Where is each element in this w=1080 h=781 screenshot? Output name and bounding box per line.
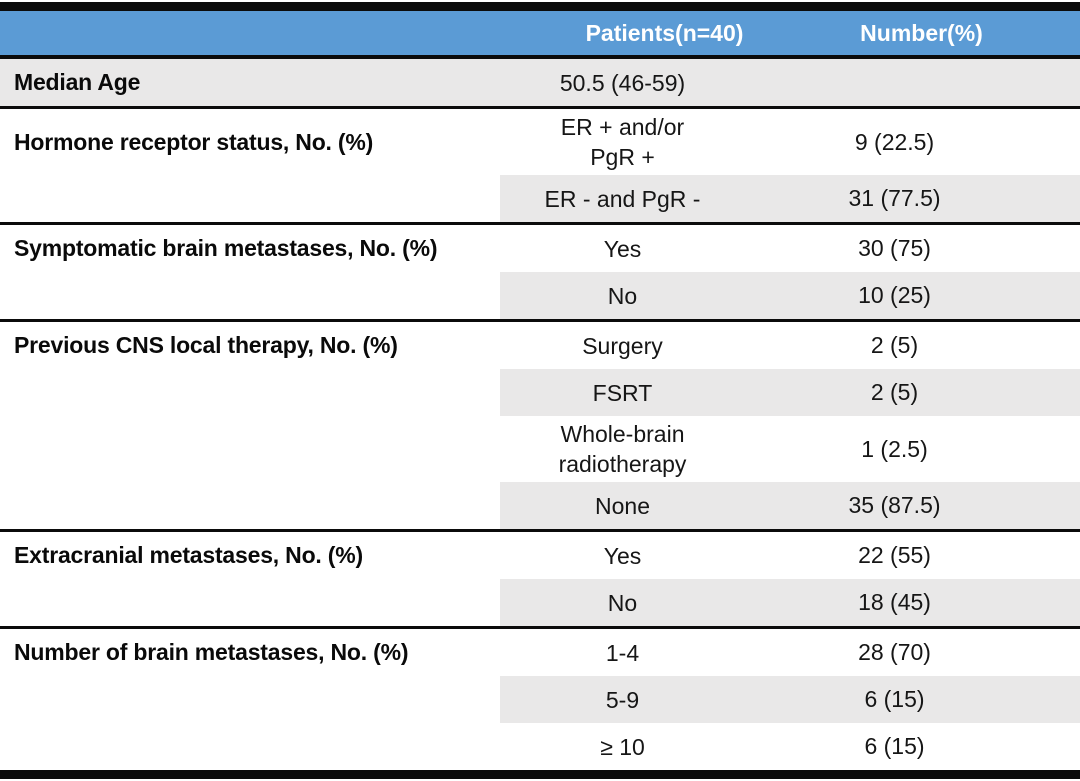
number-cell: 18 (45) [858,589,931,615]
table-row: Extracranial metastases, No. (%) Yes 22 (5… [0,532,1080,579]
patients-cell: Whole-brain radiotherapy [558,421,687,477]
patients-cell: ≥ 10 [600,733,645,760]
row-label-text: Symptomatic brain metastases, No. (%) [14,235,438,261]
table-row: Symptomatic brain metastases, No. (%) Yes… [0,225,1080,272]
table-row: ≥ 10 6 (15) [0,723,1080,770]
row-label-text: Number of brain metastases, No. (%) [14,639,409,665]
section-divider [0,626,1080,629]
table-row: Previous CNS local therapy, No. (%) Surge… [0,322,1080,369]
row-label-text: Extracranial metastases, No. (%) [14,542,363,568]
table-row: Number of brain metastases, No. (%) 1-4 28… [0,629,1080,676]
patients-cell: 50.5 (46-59) [559,69,686,96]
row-values: Yes 22 (55) [500,532,1080,579]
number-cell: 2 (5) [870,379,919,405]
row-values: FSRT 2 (5) [500,369,1080,416]
row-label: Median Age [0,59,500,106]
section-divider [0,222,1080,225]
number-cell: 9 (22.5) [854,128,935,155]
patients-cell: ER - and PgR - [544,185,701,212]
table-body: Median Age 50.5 (46-59) Hormone receptor s… [0,59,1080,770]
patients-cell: No [607,589,638,616]
bottom-rule [0,770,1080,779]
row-values: 50.5 (46-59) [500,59,1080,106]
header-rule [0,55,1080,59]
row-label: Number of brain metastases, No. (%) [0,629,500,676]
column-header-patients: Patients(n=40) [585,19,744,46]
patients-cell: Yes [603,542,642,569]
patients-cell: Surgery [582,332,663,359]
table-row: ER - and PgR - 31 (77.5) [0,175,1080,222]
row-values: Whole-brain radiotherapy 1 (2.5) [500,416,1080,482]
row-label: Symptomatic brain metastases, No. (%) [0,225,500,272]
section-divider [0,529,1080,532]
row-label [0,676,500,723]
row-label [0,272,500,319]
section-divider [0,106,1080,109]
row-values: ER + and/or PgR + 9 (22.5) [500,109,1080,175]
table-row: 5-9 6 (15) [0,676,1080,723]
row-values: ≥ 10 6 (15) [500,723,1080,770]
number-cell: 28 (70) [858,639,931,665]
row-label-text: Previous CNS local therapy, No. (%) [14,332,398,358]
number-cell: 31 (77.5) [848,185,941,211]
row-values: 1-4 28 (70) [500,629,1080,676]
row-label: Extracranial metastases, No. (%) [0,532,500,579]
number-cell: 2 (5) [870,332,919,358]
patients-cell: None [595,492,650,519]
row-values: Yes 30 (75) [500,225,1080,272]
patients-cell: 1-4 [605,639,640,666]
patients-cell: ER + and/or PgR + [560,114,685,170]
row-values: None 35 (87.5) [500,482,1080,529]
patients-cell: FSRT [592,379,653,406]
row-label: Previous CNS local therapy, No. (%) [0,322,500,369]
table-row: No 10 (25) [0,272,1080,319]
header-empty-cell [0,11,500,55]
row-label: Hormone receptor status, No. (%) [0,109,500,175]
number-cell: 6 (15) [864,733,925,759]
number-cell: 35 (87.5) [848,492,941,518]
number-cell: 6 (15) [864,686,925,712]
number-cell: 30 (75) [858,235,931,261]
number-cell: 1 (2.5) [861,435,928,462]
row-label-text: Hormone receptor status, No. (%) [14,128,374,155]
row-values: No 10 (25) [500,272,1080,319]
number-cell: 10 (25) [858,282,931,308]
number-cell: 22 (55) [858,542,931,568]
row-label-text: Median Age [14,69,141,95]
top-rule [0,2,1080,11]
row-values: Surgery 2 (5) [500,322,1080,369]
row-label [0,723,500,770]
row-values: ER - and PgR - 31 (77.5) [500,175,1080,222]
table-row: Median Age 50.5 (46-59) [0,59,1080,106]
column-header-number: Number(%) [860,19,983,46]
table-row: FSRT 2 (5) [0,369,1080,416]
section-divider [0,319,1080,322]
row-values: No 18 (45) [500,579,1080,626]
row-label [0,482,500,529]
row-label [0,175,500,222]
table-row: None 35 (87.5) [0,482,1080,529]
row-values: 5-9 6 (15) [500,676,1080,723]
patients-cell: 5-9 [605,686,640,713]
number-cell [745,59,1080,106]
patients-cell: Yes [603,235,642,262]
row-label [0,416,500,482]
row-label [0,579,500,626]
table-row: No 18 (45) [0,579,1080,626]
patients-cell: No [607,282,638,309]
table-row: Hormone receptor status, No. (%) ER + and… [0,109,1080,175]
row-label [0,369,500,416]
table-header-row: Patients(n=40) Number(%) [0,11,1080,55]
table-row: Whole-brain radiotherapy 1 (2.5) [0,416,1080,482]
